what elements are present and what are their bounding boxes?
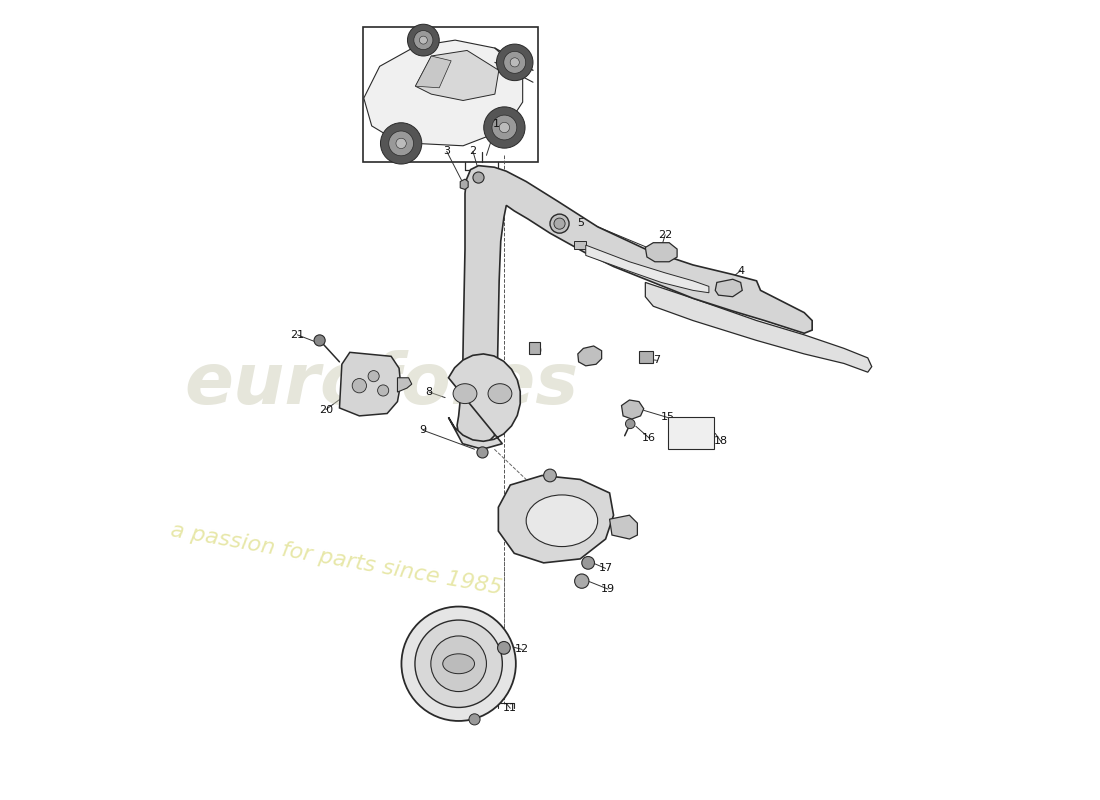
Polygon shape	[586, 245, 708, 293]
Ellipse shape	[442, 654, 474, 674]
Ellipse shape	[453, 384, 477, 403]
Circle shape	[415, 620, 503, 707]
Polygon shape	[574, 241, 586, 249]
Polygon shape	[646, 282, 872, 372]
Circle shape	[550, 214, 569, 233]
Text: 12: 12	[515, 645, 529, 654]
Polygon shape	[715, 279, 742, 297]
Circle shape	[510, 58, 519, 67]
Text: 15: 15	[661, 413, 674, 422]
Text: 10: 10	[529, 346, 542, 356]
Circle shape	[484, 107, 525, 148]
Text: 7: 7	[653, 355, 660, 366]
Circle shape	[377, 385, 388, 396]
Circle shape	[315, 335, 326, 346]
Circle shape	[368, 370, 379, 382]
Polygon shape	[416, 56, 451, 88]
Text: 18: 18	[714, 436, 728, 446]
Circle shape	[497, 642, 510, 654]
Circle shape	[504, 51, 526, 74]
Polygon shape	[498, 475, 614, 563]
Circle shape	[582, 557, 594, 570]
Circle shape	[381, 122, 421, 164]
Circle shape	[419, 36, 427, 44]
Text: 17: 17	[598, 563, 613, 574]
Text: 4: 4	[737, 266, 745, 275]
Polygon shape	[646, 242, 678, 262]
Circle shape	[477, 447, 488, 458]
Bar	[668, 418, 714, 450]
Text: 19: 19	[601, 584, 615, 594]
Text: 6: 6	[591, 355, 598, 366]
Bar	[363, 26, 538, 162]
Polygon shape	[460, 179, 469, 190]
Circle shape	[492, 115, 517, 140]
Polygon shape	[340, 352, 400, 416]
Text: 14: 14	[422, 655, 437, 666]
Polygon shape	[578, 346, 602, 366]
Circle shape	[543, 469, 557, 482]
Bar	[639, 350, 653, 363]
Circle shape	[574, 574, 589, 588]
Text: 11: 11	[504, 703, 517, 714]
Text: eurofores: eurofores	[185, 350, 579, 418]
Text: 20: 20	[319, 405, 333, 414]
Circle shape	[626, 419, 635, 429]
Text: 5: 5	[576, 218, 584, 228]
Text: 3: 3	[443, 146, 450, 156]
Circle shape	[431, 636, 486, 691]
Circle shape	[402, 606, 516, 721]
Text: 16: 16	[642, 433, 657, 443]
Circle shape	[473, 172, 484, 183]
Text: 2: 2	[470, 146, 476, 156]
Polygon shape	[449, 354, 520, 450]
Circle shape	[388, 131, 414, 156]
Text: 9: 9	[419, 425, 427, 435]
Polygon shape	[364, 40, 522, 146]
Circle shape	[499, 122, 509, 133]
Circle shape	[554, 218, 565, 229]
Ellipse shape	[526, 495, 597, 546]
Circle shape	[352, 378, 366, 393]
Polygon shape	[416, 50, 498, 101]
Circle shape	[396, 138, 406, 149]
Circle shape	[469, 714, 480, 725]
Text: 8: 8	[426, 387, 432, 397]
Text: 22: 22	[658, 230, 672, 240]
Polygon shape	[621, 400, 643, 419]
Bar	[528, 342, 540, 354]
Polygon shape	[458, 166, 812, 446]
Text: 21: 21	[290, 330, 305, 340]
Text: 13: 13	[481, 655, 495, 666]
Polygon shape	[397, 378, 411, 392]
Circle shape	[407, 24, 439, 56]
Circle shape	[496, 44, 534, 81]
Text: 1: 1	[493, 118, 500, 129]
Polygon shape	[609, 515, 637, 539]
Text: a passion for parts since 1985: a passion for parts since 1985	[168, 520, 504, 598]
Circle shape	[414, 30, 433, 50]
Ellipse shape	[488, 384, 512, 403]
